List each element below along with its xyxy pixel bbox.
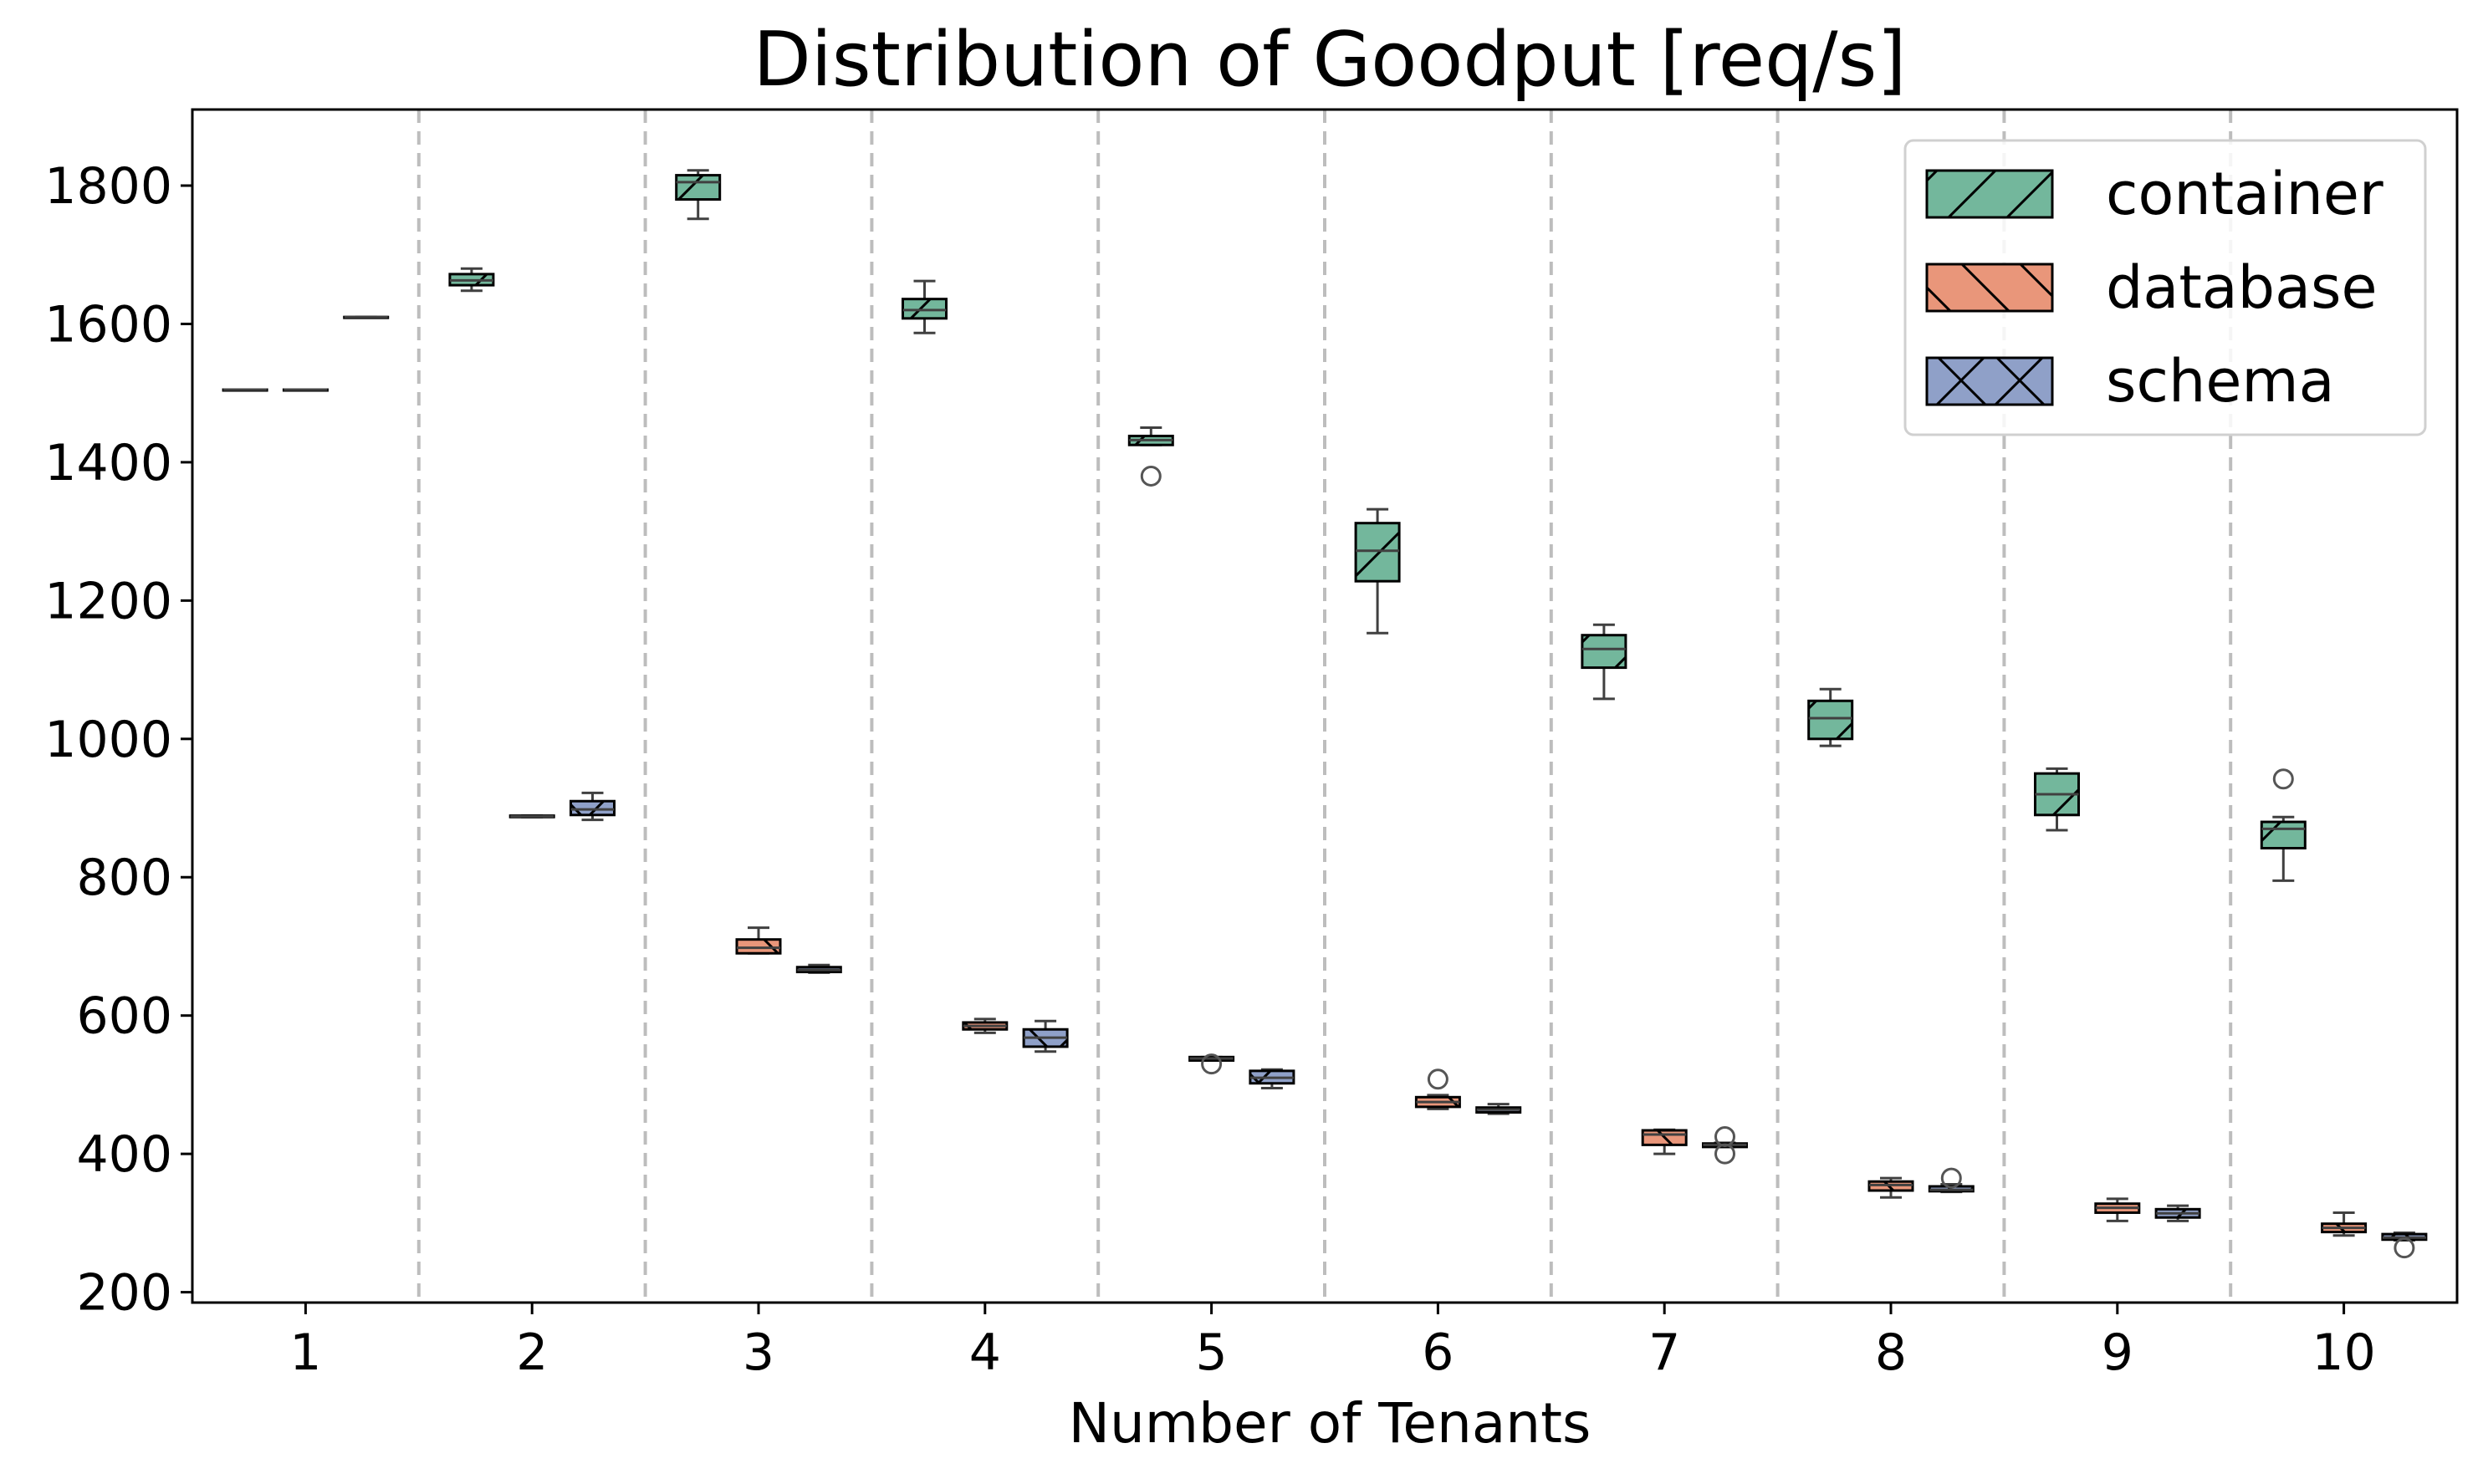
legend-label: container bbox=[2106, 160, 2383, 228]
x-tick-label: 5 bbox=[1196, 1323, 1228, 1382]
legend-item-database: database bbox=[1925, 253, 2378, 322]
x-tick-label: 4 bbox=[969, 1323, 1001, 1382]
schema-outlier bbox=[1940, 1167, 1962, 1189]
legend-label: schema bbox=[2106, 347, 2334, 416]
legend-item-schema: schema bbox=[1925, 347, 2334, 416]
y-tick-label: 1000 bbox=[44, 711, 172, 769]
x-tick-label: 8 bbox=[1875, 1323, 1907, 1382]
x-tick-label: 1 bbox=[289, 1323, 321, 1382]
legend-swatch bbox=[1925, 356, 2054, 406]
schema-outlier bbox=[1714, 1125, 1736, 1147]
legend-swatch bbox=[1925, 169, 2054, 219]
x-tick-label: 3 bbox=[743, 1323, 774, 1382]
x-tick-label: 7 bbox=[1648, 1323, 1680, 1382]
database-outlier bbox=[1427, 1068, 1448, 1090]
legend: container database schema bbox=[1903, 139, 2427, 436]
database-box bbox=[735, 938, 782, 955]
container-box bbox=[1354, 522, 1401, 583]
database-box bbox=[1641, 1129, 1688, 1146]
container-outlier bbox=[2272, 768, 2294, 790]
plot-frame bbox=[191, 108, 2459, 1304]
y-tick-label: 1400 bbox=[44, 434, 172, 492]
x-tick-label: 6 bbox=[1422, 1323, 1454, 1382]
schema-box bbox=[570, 799, 616, 817]
y-tick-label: 1200 bbox=[44, 572, 172, 630]
container-box bbox=[675, 174, 722, 201]
y-tick-label: 600 bbox=[76, 987, 172, 1046]
legend-item-container: container bbox=[1925, 160, 2383, 228]
database-outlier bbox=[1201, 1053, 1223, 1075]
container-box bbox=[2260, 820, 2307, 849]
y-tick-label: 1800 bbox=[44, 157, 172, 216]
schema-outlier bbox=[2394, 1237, 2415, 1259]
legend-swatch bbox=[1925, 263, 2054, 313]
legend-label: database bbox=[2106, 253, 2378, 322]
x-tick-label: 10 bbox=[2312, 1323, 2375, 1382]
plot-area: 200 400 600 800 1000 1200 1400 1600 1800 1 2 3 4 5 6 7 8… bbox=[44, 108, 2459, 1382]
x-axis-label: Number of Tenants bbox=[1069, 1391, 1591, 1456]
container-box bbox=[1581, 634, 1627, 670]
y-tick-label: 800 bbox=[76, 849, 172, 907]
container-box bbox=[1807, 699, 1854, 741]
y-tick-label: 200 bbox=[76, 1264, 172, 1323]
container-box bbox=[901, 298, 948, 320]
x-tick-label: 2 bbox=[516, 1323, 548, 1382]
y-tick-label: 400 bbox=[76, 1125, 172, 1184]
x-tick-label: 9 bbox=[2102, 1323, 2133, 1382]
y-tick-label: 1600 bbox=[44, 295, 172, 354]
chart-title: Distribution of Goodput [req/s] bbox=[753, 16, 1906, 104]
container-outlier bbox=[1140, 465, 1162, 487]
